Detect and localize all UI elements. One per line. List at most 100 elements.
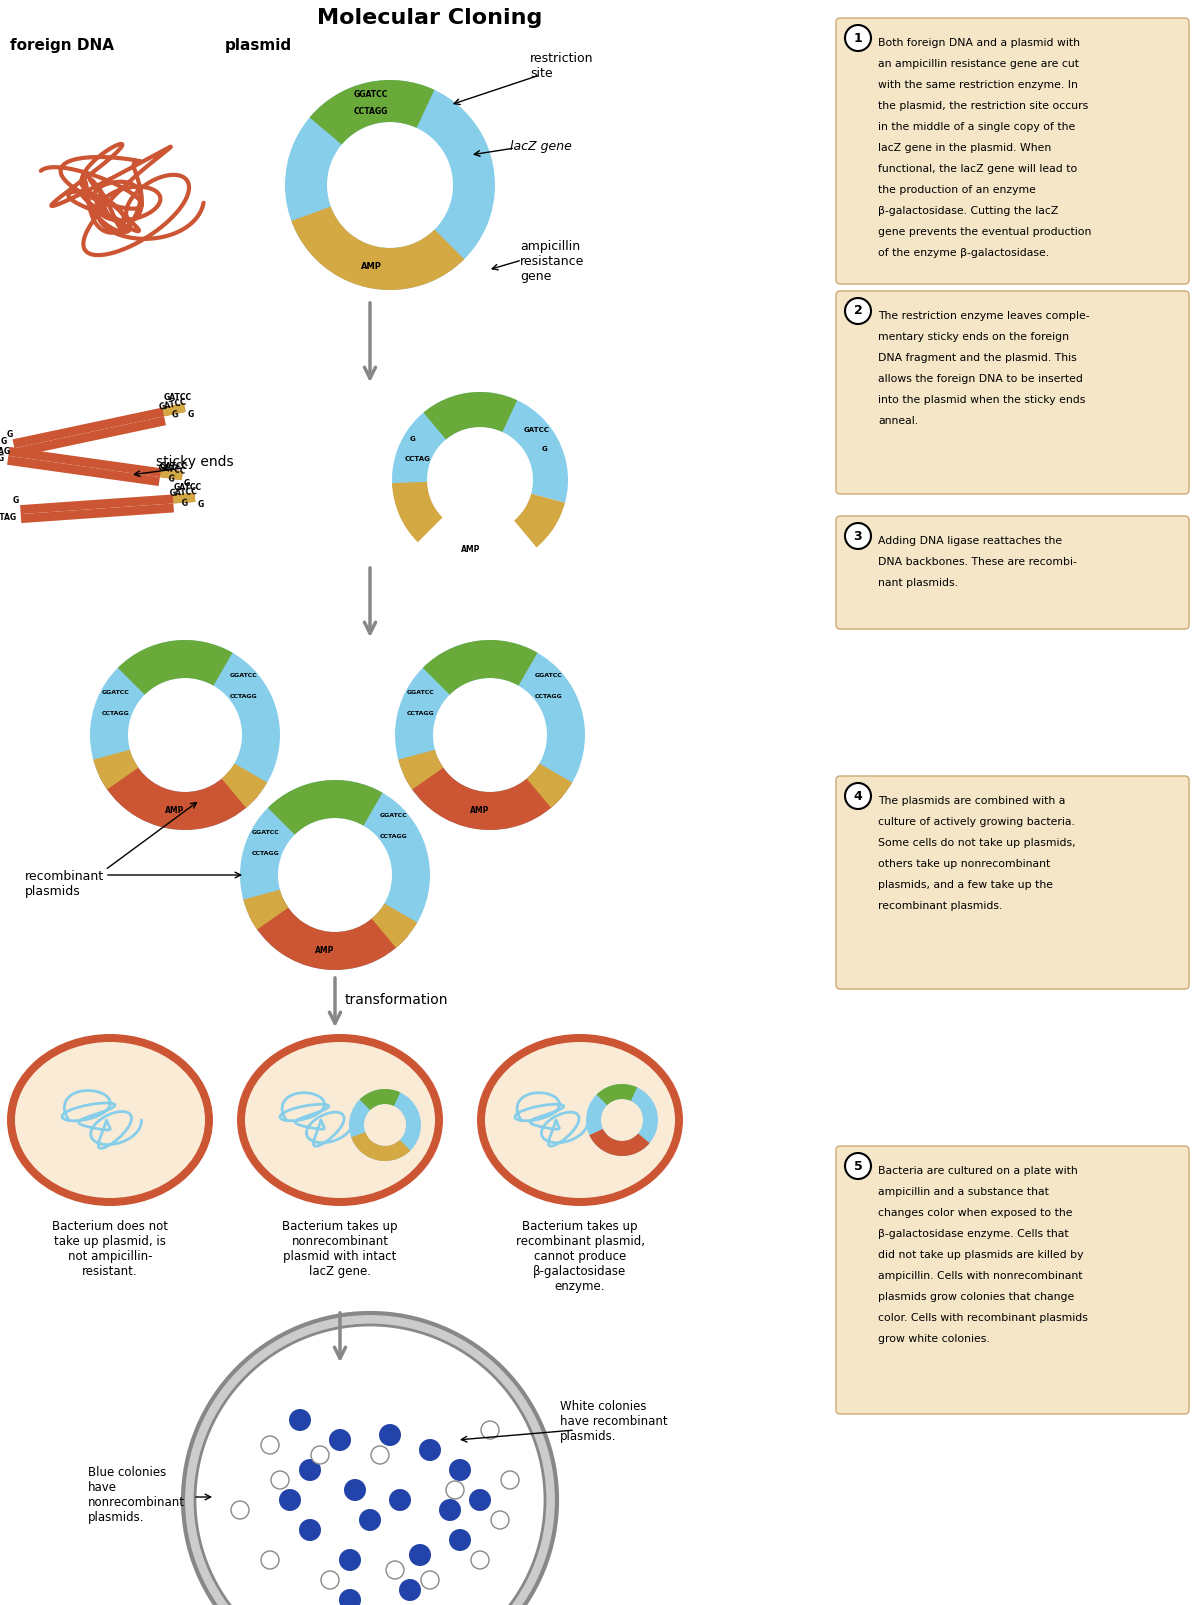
Wedge shape <box>372 904 418 949</box>
Text: Bacterium takes up
nonrecombinant
plasmid with intact: Bacterium takes up nonrecombinant plasmi… <box>282 1220 397 1278</box>
Text: of the enzyme β-galactosidase.: of the enzyme β-galactosidase. <box>878 249 1049 258</box>
Wedge shape <box>422 640 538 695</box>
FancyBboxPatch shape <box>836 515 1189 629</box>
Wedge shape <box>244 889 288 929</box>
Text: Blue colonies
have
nonrecombinant
plasmids.: Blue colonies have nonrecombinant plasmi… <box>88 1465 185 1525</box>
Text: β-galactosidase. Cutting the lacZ: β-galactosidase. Cutting the lacZ <box>878 205 1058 217</box>
Text: GGATCC: GGATCC <box>407 690 434 695</box>
Text: GATCC
G: GATCC G <box>158 398 190 422</box>
Circle shape <box>262 1550 278 1570</box>
Text: did not take up plasmids are killed by: did not take up plasmids are killed by <box>878 1250 1084 1260</box>
Text: gene prevents the eventual production: gene prevents the eventual production <box>878 226 1091 238</box>
Circle shape <box>271 1472 289 1489</box>
FancyBboxPatch shape <box>836 18 1189 284</box>
Text: anneal.: anneal. <box>878 416 918 425</box>
Text: transformation: transformation <box>346 993 449 1006</box>
Wedge shape <box>98 759 258 830</box>
Ellipse shape <box>238 1034 443 1205</box>
Text: GGATCC: GGATCC <box>102 690 130 695</box>
Text: Bacterium takes up
nonrecombinant
plasmid with intact
lacZ gene.: Bacterium takes up nonrecombinant plasmi… <box>282 1220 397 1278</box>
Circle shape <box>379 1424 401 1446</box>
FancyBboxPatch shape <box>836 775 1189 989</box>
Text: GGATCC: GGATCC <box>354 90 389 100</box>
Circle shape <box>409 1544 431 1566</box>
Wedge shape <box>404 759 563 830</box>
Text: nant plasmids.: nant plasmids. <box>878 578 958 587</box>
Circle shape <box>289 1409 311 1432</box>
Text: Bacterium takes up
recombinant plasmid,
cannot produce
β-galactosidase
enzyme.: Bacterium takes up recombinant plasmid, … <box>516 1220 644 1294</box>
Wedge shape <box>392 482 443 542</box>
Wedge shape <box>424 392 517 440</box>
Text: GATCC: GATCC <box>173 483 202 493</box>
Text: β-galactosidase enzyme. Cells that: β-galactosidase enzyme. Cells that <box>878 1229 1069 1239</box>
Text: into the plasmid when the sticky ends: into the plasmid when the sticky ends <box>878 395 1085 404</box>
Circle shape <box>340 1549 361 1571</box>
Circle shape <box>398 1579 421 1602</box>
Wedge shape <box>286 80 496 291</box>
Text: AMP: AMP <box>164 806 184 815</box>
Circle shape <box>329 1428 352 1451</box>
Text: 1: 1 <box>853 32 863 45</box>
Text: CCTAGG: CCTAGG <box>252 851 280 855</box>
Text: recombinant plasmids.: recombinant plasmids. <box>878 900 1002 912</box>
Text: G: G <box>409 437 415 443</box>
Circle shape <box>419 1440 442 1461</box>
Text: grow white colonies.: grow white colonies. <box>878 1334 990 1343</box>
Text: foreign DNA: foreign DNA <box>10 39 114 53</box>
Text: the production of an enzyme: the production of an enzyme <box>878 185 1036 194</box>
Text: Both foreign DNA and a plasmid with: Both foreign DNA and a plasmid with <box>878 39 1080 48</box>
Wedge shape <box>360 1090 401 1111</box>
Ellipse shape <box>478 1034 683 1205</box>
Wedge shape <box>514 494 565 547</box>
Text: DNA backbones. These are recombi-: DNA backbones. These are recombi- <box>878 557 1076 567</box>
Text: functional, the lacZ gene will lead to: functional, the lacZ gene will lead to <box>878 164 1078 173</box>
Text: GATCC
G: GATCC G <box>169 488 199 509</box>
Text: G: G <box>0 437 6 446</box>
Wedge shape <box>292 207 464 291</box>
Circle shape <box>421 1571 439 1589</box>
Text: The plasmids are combined with a: The plasmids are combined with a <box>878 796 1066 806</box>
Circle shape <box>845 299 871 324</box>
Polygon shape <box>162 403 186 416</box>
Text: recombinant
plasmids: recombinant plasmids <box>25 870 104 899</box>
Text: Bacterium does not
take up plasmid, is
not ampicillin-
resistant.: Bacterium does not take up plasmid, is n… <box>52 1220 168 1278</box>
Polygon shape <box>7 456 160 486</box>
Text: CCTAG: CCTAG <box>404 456 431 462</box>
Circle shape <box>194 1326 545 1605</box>
Circle shape <box>230 1501 250 1518</box>
Text: DNA fragment and the plasmid. This: DNA fragment and the plasmid. This <box>878 353 1076 363</box>
Circle shape <box>359 1509 382 1531</box>
Circle shape <box>845 26 871 51</box>
Text: culture of actively growing bacteria.: culture of actively growing bacteria. <box>878 817 1075 827</box>
Text: Adding DNA ligase reattaches the: Adding DNA ligase reattaches the <box>878 536 1062 546</box>
Text: G: G <box>6 430 12 438</box>
Text: CCTAG: CCTAG <box>0 512 17 522</box>
Text: AMP: AMP <box>469 806 490 815</box>
Text: G: G <box>12 496 19 504</box>
Circle shape <box>446 1481 464 1499</box>
Text: GGATCC: GGATCC <box>229 672 257 679</box>
Text: GGATCC: GGATCC <box>252 830 280 835</box>
Text: CCTAG: CCTAG <box>0 446 11 456</box>
Text: 3: 3 <box>853 530 863 542</box>
Text: allows the foreign DNA to be inserted: allows the foreign DNA to be inserted <box>878 374 1082 384</box>
Text: lacZ gene in the plasmid. When: lacZ gene in the plasmid. When <box>878 143 1051 152</box>
Text: mentary sticky ends on the foreign: mentary sticky ends on the foreign <box>878 332 1069 342</box>
Text: plasmids, and a few take up the: plasmids, and a few take up the <box>878 880 1054 891</box>
Text: G: G <box>197 501 204 509</box>
Wedge shape <box>90 640 280 830</box>
Wedge shape <box>222 764 268 807</box>
Circle shape <box>449 1530 470 1550</box>
Wedge shape <box>310 80 434 144</box>
Text: restriction
site: restriction site <box>530 51 594 80</box>
Text: ampicillin
resistance
gene: ampicillin resistance gene <box>520 241 584 282</box>
Text: GATCC
G: GATCC G <box>156 462 187 486</box>
Text: Bacteria are cultured on a plate with: Bacteria are cultured on a plate with <box>878 1165 1078 1176</box>
Text: The restriction enzyme leaves comple-: The restriction enzyme leaves comple- <box>878 311 1090 321</box>
Wedge shape <box>240 780 430 969</box>
Wedge shape <box>349 1090 421 1160</box>
Text: color. Cells with recombinant plasmids: color. Cells with recombinant plasmids <box>878 1313 1088 1323</box>
Text: G: G <box>541 446 547 451</box>
Text: an ampicillin resistance gene are cut: an ampicillin resistance gene are cut <box>878 59 1079 69</box>
Circle shape <box>845 523 871 549</box>
